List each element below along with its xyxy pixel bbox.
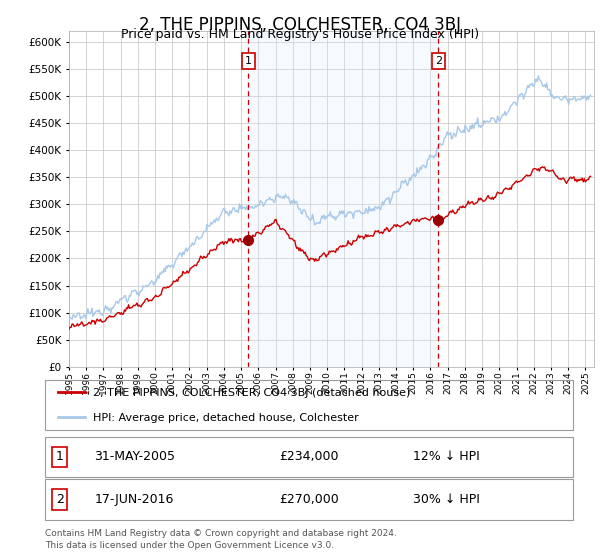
- Bar: [248, 31, 439, 367]
- Text: 2: 2: [435, 56, 442, 66]
- Text: 2, THE PIPPINS, COLCHESTER, CO4 3BJ: 2, THE PIPPINS, COLCHESTER, CO4 3BJ: [139, 16, 461, 34]
- Text: 17-JUN-2016: 17-JUN-2016: [95, 493, 175, 506]
- Text: This data is licensed under the Open Government Licence v3.0.: This data is licensed under the Open Gov…: [45, 541, 334, 550]
- Text: HPI: Average price, detached house, Colchester: HPI: Average price, detached house, Colc…: [92, 413, 358, 423]
- Text: 1: 1: [245, 56, 252, 66]
- Text: 1: 1: [56, 450, 64, 464]
- Text: 2: 2: [56, 493, 64, 506]
- Text: £234,000: £234,000: [279, 450, 339, 464]
- Text: 30% ↓ HPI: 30% ↓ HPI: [413, 493, 480, 506]
- Text: 31-MAY-2005: 31-MAY-2005: [94, 450, 175, 464]
- Text: Contains HM Land Registry data © Crown copyright and database right 2024.: Contains HM Land Registry data © Crown c…: [45, 529, 397, 538]
- Text: Price paid vs. HM Land Registry's House Price Index (HPI): Price paid vs. HM Land Registry's House …: [121, 28, 479, 41]
- Text: 2, THE PIPPINS, COLCHESTER, CO4 3BJ (detached house): 2, THE PIPPINS, COLCHESTER, CO4 3BJ (det…: [92, 388, 410, 398]
- Text: 12% ↓ HPI: 12% ↓ HPI: [413, 450, 479, 464]
- Text: £270,000: £270,000: [279, 493, 339, 506]
